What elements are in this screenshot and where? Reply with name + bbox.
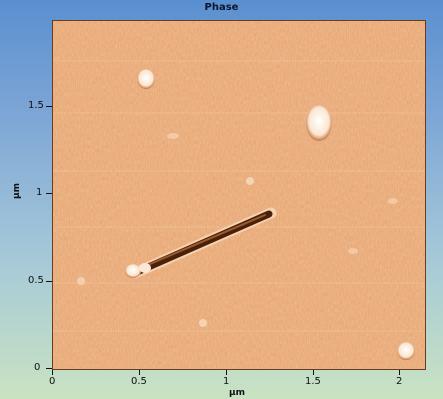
small-speck [246,177,254,185]
y-tick-label: 0 [34,362,41,373]
x-tick-label: 0 [49,376,56,387]
x-tick-1-5 [313,370,314,375]
y-tick-0 [46,368,52,369]
figure-title: Phase [204,2,239,13]
phase-image [52,20,426,370]
particle-bottom-right [397,342,415,360]
particle-features [77,69,415,360]
y-tick-label: 1 [36,187,43,198]
rod-feature [125,207,277,279]
x-tick-label: 1 [223,376,230,387]
y-tick-1 [46,193,52,194]
y-tick-1-5 [46,106,52,107]
small-speck [77,277,85,285]
small-speck [167,133,179,139]
x-tick-label: 2 [396,376,403,387]
particle-top-left [137,69,155,89]
y-tick-0-5 [46,281,52,282]
small-speck [388,198,398,204]
small-speck [348,248,358,254]
particle-right [306,105,332,141]
phase-image-svg [53,21,425,369]
phase-texture [53,21,425,369]
x-tick-label: 0.5 [131,376,147,387]
x-tick-label: 1.5 [305,376,321,387]
y-tick-label: 1.5 [28,100,44,111]
x-tick-2 [399,370,400,375]
y-tick-label: 0.5 [28,275,44,286]
x-tick-0-5 [139,370,140,375]
x-axis-title: µm [229,388,246,398]
x-tick-1 [226,370,227,375]
y-axis-title: µm [12,182,23,200]
x-tick-0 [52,370,53,375]
small-speck [199,319,207,327]
